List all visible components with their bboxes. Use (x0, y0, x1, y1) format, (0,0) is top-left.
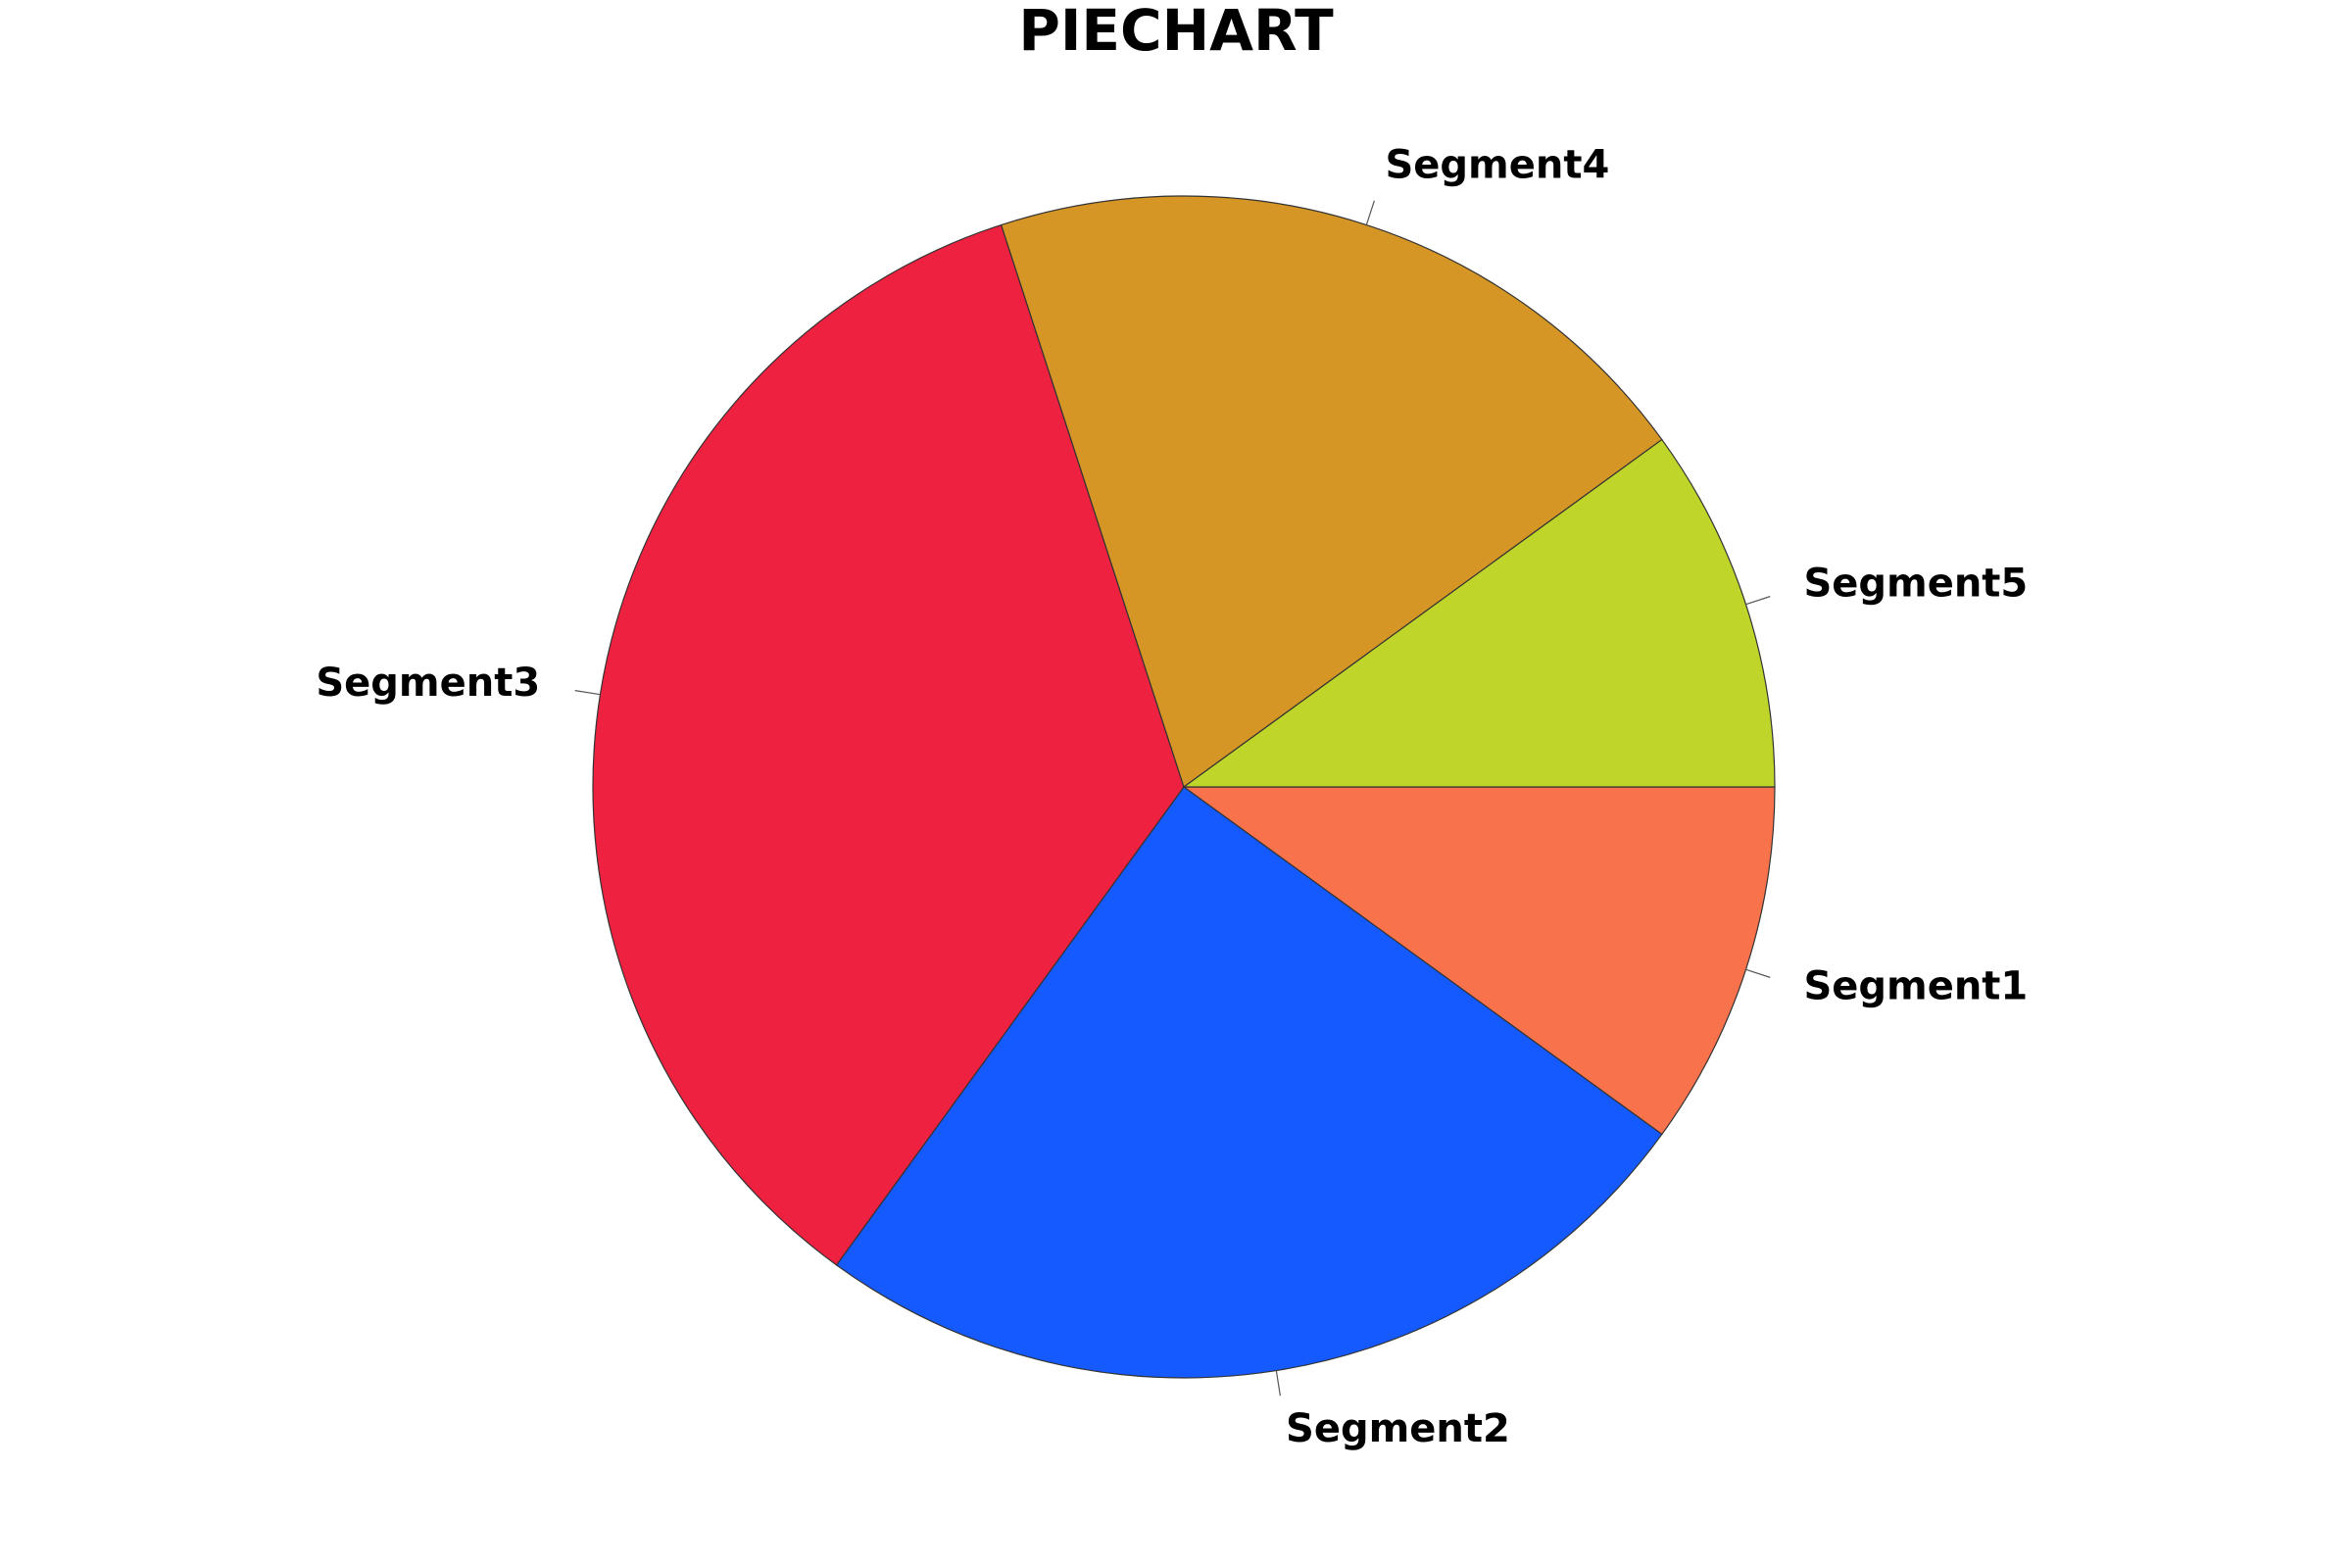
leader-line-segment3 (574, 690, 601, 696)
pie-slice-segment5 (1182, 438, 1776, 788)
pie-slice-segment2 (835, 786, 1663, 1379)
label-leader-lines (574, 200, 1771, 1396)
slice-label-segment1: Segment1 (1803, 963, 2028, 1008)
leader-line-segment5 (1745, 596, 1771, 606)
slice-label-segment3: Segment3 (316, 661, 540, 706)
slice-labels: Segment1 Segment2 Segment3 Segment4 Segment5 (316, 143, 2028, 1451)
slice-label-segment4: Segment4 (1385, 143, 1609, 188)
chart-title: PIECHART (1018, 0, 1334, 64)
pie-slice-segment1 (1182, 786, 1776, 1136)
leader-line-segment1 (1745, 968, 1771, 978)
slice-label-segment2: Segment2 (1286, 1406, 1510, 1451)
slice-label-segment5: Segment5 (1803, 562, 2028, 607)
leader-line-segment4 (1365, 200, 1375, 225)
pie-slices (592, 195, 1776, 1379)
leader-line-segment2 (1275, 1370, 1281, 1396)
pie-slice-segment3 (592, 223, 1185, 1266)
